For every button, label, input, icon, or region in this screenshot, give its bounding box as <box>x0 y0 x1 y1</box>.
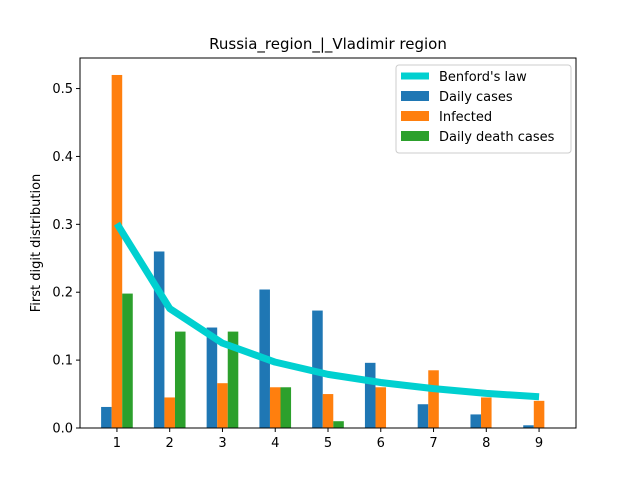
chart-title: Russia_region_|_Vladimir region <box>209 35 447 54</box>
bar-daily-cases-2 <box>153 251 165 428</box>
x-tick-label-3: 3 <box>218 436 226 451</box>
y-tick-label-0.1: 0.1 <box>52 354 73 369</box>
x-tick-label-4: 4 <box>271 436 279 451</box>
x-tick-label-2: 2 <box>166 436 174 451</box>
y-tick-label-0.5: 0.5 <box>52 82 73 97</box>
legend-box <box>395 64 572 154</box>
legend-label-daily-death-cases: Daily death cases <box>439 130 555 145</box>
bar-infected-3 <box>217 383 228 428</box>
benford-line-layer <box>113 221 540 401</box>
bar-infected-4 <box>269 387 281 428</box>
legend-swatch-infected <box>401 111 429 121</box>
x-tick-label-1: 1 <box>113 436 121 451</box>
bar-daily-death-cases-5 <box>333 421 344 428</box>
y-axis: 0.0 0.1 0.2 0.3 0.4 0.5 <box>52 82 80 437</box>
bar-daily-cases-3 <box>206 327 218 428</box>
x-tick-label-6: 6 <box>377 436 385 451</box>
x-tick-label-9: 9 <box>535 436 543 451</box>
legend-swatch-daily-death-cases <box>401 131 429 141</box>
y-tick-label-0.0: 0.0 <box>52 422 73 437</box>
bar-infected-5 <box>322 394 334 428</box>
x-tick-label-5: 5 <box>324 436 332 451</box>
bar-daily-death-cases-3 <box>227 331 239 428</box>
y-tick-label-0.4: 0.4 <box>52 150 73 165</box>
bar-daily-cases-1 <box>101 406 112 428</box>
legend-label-benford-s-law: Benford's law <box>439 70 527 85</box>
bar-daily-cases-6 <box>364 362 376 428</box>
bar-daily-death-cases-4 <box>280 387 292 428</box>
y-axis-label: First digit distribution <box>29 174 44 313</box>
bar-infected-2 <box>164 397 175 428</box>
bar-daily-death-cases-2 <box>174 331 186 428</box>
x-tick-label-8: 8 <box>482 436 490 451</box>
bar-daily-cases-9 <box>523 425 534 428</box>
y-tick-label-0.3: 0.3 <box>52 218 73 233</box>
benford-line <box>113 221 540 401</box>
legend-swatch-daily-cases <box>401 91 429 101</box>
bar-infected-7 <box>428 370 439 428</box>
bar-daily-death-cases-1 <box>122 293 133 428</box>
legend-label-daily-cases: Daily cases <box>439 90 513 105</box>
legend: Benford's law Daily cases Infected Daily de… <box>395 64 572 154</box>
bar-daily-cases-8 <box>470 414 482 428</box>
bar-infected-8 <box>481 397 492 428</box>
y-tick-label-0.2: 0.2 <box>52 286 73 301</box>
bar-daily-cases-7 <box>417 404 429 428</box>
x-tick-label-7: 7 <box>429 436 437 451</box>
bar-infected-6 <box>375 387 387 428</box>
legend-label-infected: Infected <box>439 110 492 125</box>
bar-infected-9 <box>533 400 545 428</box>
bar-infected-1 <box>111 74 123 429</box>
x-axis: 1 2 3 4 5 6 7 8 9 <box>113 428 543 451</box>
